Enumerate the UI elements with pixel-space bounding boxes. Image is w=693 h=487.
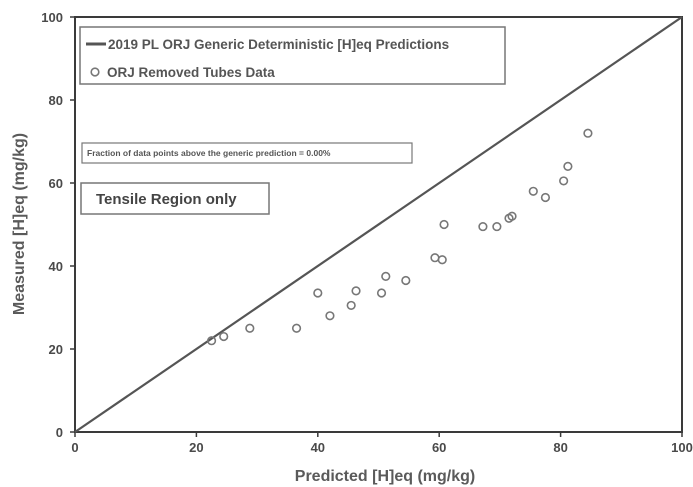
y-tick-label: 60 [49, 176, 63, 191]
data-point [559, 176, 569, 186]
data-point [351, 286, 361, 296]
legend-label-predictions: 2019 PL ORJ Generic Deterministic [H]eq … [108, 37, 449, 52]
data-point [219, 331, 229, 342]
x-tick-label: 80 [553, 440, 567, 455]
fraction-annotation-frame [81, 142, 413, 164]
prediction-line-layer [74, 16, 683, 433]
data-point [492, 221, 502, 232]
legend-label-removed-tubes: ORJ Removed Tubes Data [107, 65, 275, 80]
data-point [206, 336, 217, 346]
data-point [381, 271, 391, 281]
fraction-annotation: Fraction of data points above the generi… [81, 142, 413, 164]
data-point [401, 275, 411, 286]
data-point [507, 211, 517, 221]
data-point [478, 221, 488, 232]
data-point [346, 300, 356, 311]
x-tick-label: 40 [311, 440, 325, 455]
y-axis-title: Measured [H]eq (mg/kg) [11, 133, 28, 315]
data-point [325, 311, 335, 321]
prediction-line [74, 16, 683, 433]
x-tick-label: 0 [71, 440, 78, 455]
x-axis-title: Predicted [H]eq (mg/kg) [295, 468, 475, 485]
data-point [563, 161, 573, 171]
legend: 2019 PL ORJ Generic Deterministic [H]eq … [79, 26, 506, 85]
legend-marker-swatch [90, 67, 100, 77]
data-point [583, 128, 593, 138]
region-annotation-frame [80, 182, 270, 215]
data-point [376, 288, 387, 298]
x-tick-label: 60 [432, 440, 446, 455]
data-point [528, 186, 538, 196]
plot-area-frame [74, 16, 683, 433]
data-point [245, 323, 255, 333]
y-tick-label: 20 [49, 342, 63, 357]
data-point [291, 323, 302, 333]
data-point [540, 192, 551, 203]
x-tick-label: 20 [189, 440, 203, 455]
y-tick-label: 80 [49, 93, 63, 108]
data-point [439, 219, 449, 230]
data-point [437, 255, 447, 265]
data-points-layer [206, 128, 593, 346]
region-annotation: Tensile Region only [80, 182, 270, 215]
y-tick-label: 100 [41, 10, 63, 25]
data-point [430, 253, 440, 263]
x-axis: 0 20 40 60 80 100 [71, 432, 693, 455]
region-annotation-text: Tensile Region only [96, 191, 237, 208]
legend-frame [79, 26, 506, 85]
y-tick-label: 0 [56, 425, 63, 440]
x-tick-label: 100 [671, 440, 693, 455]
y-axis: 0 20 40 60 80 100 [41, 10, 75, 440]
y-tick-label: 40 [49, 259, 63, 274]
fraction-annotation-text: Fraction of data points above the generi… [87, 148, 331, 158]
data-point [313, 288, 323, 298]
